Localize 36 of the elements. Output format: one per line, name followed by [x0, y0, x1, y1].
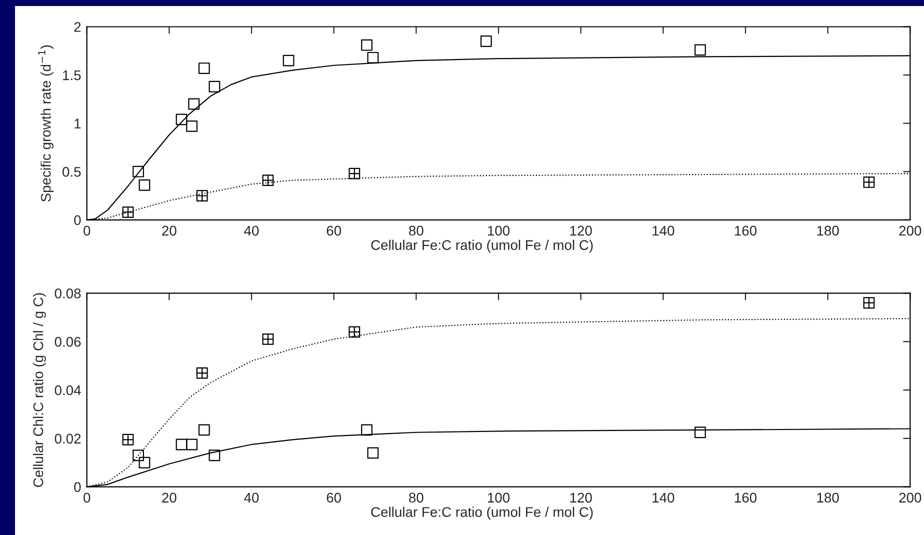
x-tick-label: 0 [84, 226, 90, 236]
x-tick-label: 160 [734, 226, 757, 236]
x-tick-label: 60 [326, 492, 342, 503]
y-tick-label: 0.5 [62, 166, 81, 177]
y-tick-label: 0 [74, 215, 81, 226]
x-tick-label: 40 [244, 226, 259, 236]
x-tick-label: 140 [652, 492, 674, 503]
y-tick-label: 0.04 [54, 385, 81, 396]
x-tick-label: 100 [488, 492, 510, 503]
x-tick-label: 60 [326, 226, 342, 236]
x-tick-label: 200 [899, 492, 922, 503]
x-axis-title: Cellular Fe:C ratio (umol Fe / mol C) [371, 506, 593, 520]
y-tick-label: 0 [74, 482, 81, 492]
y-tick-label: 2 [74, 22, 81, 32]
x-tick-label: 140 [652, 226, 674, 236]
x-tick-label: 40 [244, 492, 259, 503]
x-tick-label: 180 [817, 492, 839, 503]
y-axis-title: Cellular Chl:C ratio (g Chl / g C) [32, 293, 46, 487]
x-axis-title: Cellular Fe:C ratio (umol Fe / mol C) [371, 240, 593, 253]
x-tick-label: 120 [570, 492, 592, 503]
y-tick-label: 0.08 [54, 288, 81, 298]
x-tick-label: 180 [817, 226, 839, 236]
x-tick-label: 160 [734, 492, 757, 503]
x-tick-label: 80 [409, 226, 424, 236]
x-tick-label: 200 [899, 226, 922, 236]
y-tick-label: 1 [74, 118, 81, 128]
x-tick-label: 120 [570, 226, 592, 236]
x-tick-label: 20 [162, 492, 176, 503]
x-tick-label: 100 [488, 226, 510, 236]
y-tick-label: 1.5 [63, 70, 81, 80]
y-tick-label: 0.02 [54, 434, 81, 444]
x-tick-label: 80 [409, 492, 424, 503]
y-tick-label: 0.06 [54, 336, 81, 347]
x-tick-label: 0 [84, 492, 90, 503]
y-axis-title: Specific growth rate (d$^{−1}$) [38, 45, 54, 202]
x-tick-label: 20 [162, 226, 176, 236]
